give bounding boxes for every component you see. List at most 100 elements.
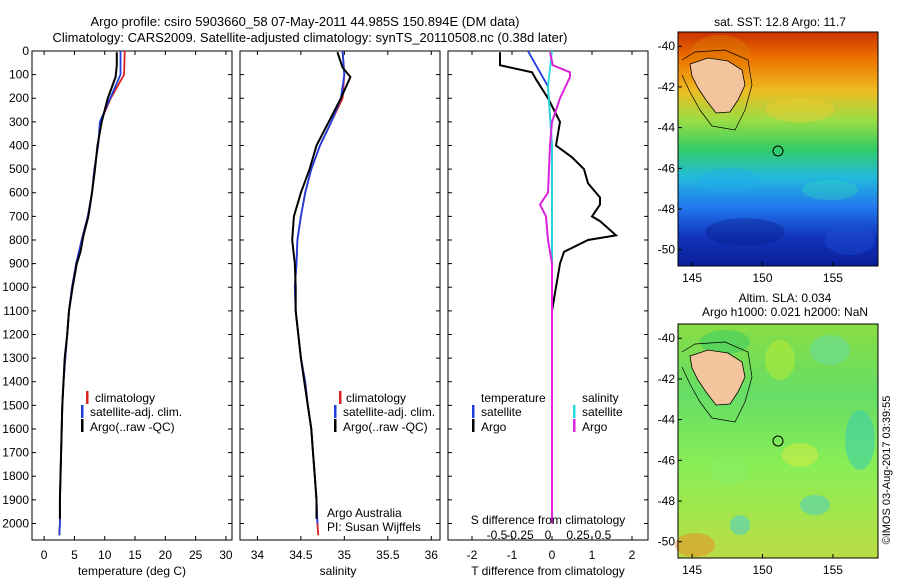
x-tick-label: 2 [629,548,636,562]
salinity-panel: 34 34.5 35 35.5 36 salinity climatology sate… [239,50,441,578]
temperature-x-axis: 0 5 10 15 20 25 30 [41,51,233,562]
map-x-tick-label: 155 [823,563,843,577]
legend-label-climatology: climatology [346,391,406,405]
header-subtitle: Climatology: CARS2009. Satellite-adjuste… [53,30,568,45]
map-x-tick-label: 150 [752,563,772,577]
y-tick-label: 800 [9,233,29,247]
difference-panel: -2 -1 0 1 2 T difference from climatology S … [447,50,649,578]
map-y-tick-label: -44 [658,413,676,427]
legend-label-argo: Argo(..raw -QC) [343,420,428,434]
difference-x-axis: -2 -1 0 1 2 [467,51,636,562]
y-tick-label: 1200 [2,327,29,341]
annotation-pi: PI: Susan Wijffels [327,520,421,534]
legend-label-s-argo: Argo [582,420,608,434]
y-tick-label: 0 [22,44,29,58]
legend-label-t-satellite: satellite [481,405,522,419]
y-tick-label: 1000 [2,280,29,294]
y-tick-label: 100 [9,68,29,82]
map-y-tick-label: -42 [658,80,676,94]
salinity-depth-ticks [240,50,440,524]
temperature-axes-frame [31,50,233,541]
legend-header-temperature: temperature [481,391,546,405]
y-tick-label: 700 [9,209,29,223]
imos-credit: ©IMOS 03-Aug-2017 03:39:55 [881,396,893,545]
difference-lines [499,51,619,524]
legend-swatch-argo [81,419,84,432]
y-tick-label: 200 [9,91,29,105]
argo-float-marker [772,145,784,157]
y-tick-label: 1300 [2,351,29,365]
argo-float-marker [772,435,784,447]
difference-depth-ticks [448,50,648,524]
salinity-lines [291,51,352,536]
legend-swatch-climatology [86,391,89,404]
difference-xlabel-top: S difference from climatology [471,513,626,527]
header-title: Argo profile: csiro 5903660_58 07-May-20… [90,14,519,29]
x-tick-label: 0 [41,548,48,562]
legend-swatch-t-satellite [472,405,475,418]
y-tick-label: 2000 [2,516,29,530]
difference-legend: temperature salinity satellite satellite… [472,391,623,434]
legend-swatch-climatology [339,391,342,404]
x-tick-label: 0 [549,548,556,562]
legend-label-argo: Argo(..raw -QC) [90,420,175,434]
legend-swatch-t-argo [472,419,475,432]
x-tick-label: 25 [189,548,203,562]
sst-map-frame [677,31,879,267]
map-x-tick-label: 145 [682,271,702,285]
x-tick-label: 10 [98,548,112,562]
top-tick-label: -0.5 [487,528,508,542]
y-tick-label: 400 [9,138,29,152]
x-tick-label: -2 [467,548,478,562]
x-tick-label: 36 [425,548,439,562]
temperature-legend: climatology satellite-adj. clim. Argo(..… [81,391,182,434]
y-tick-label: 500 [9,162,29,176]
temperature-xlabel: temperature (deg C) [78,564,186,578]
temperature-lines [58,51,126,536]
legend-label-climatology: climatology [95,391,155,405]
map-y-tick-label: -48 [658,494,676,508]
x-tick-label: 34 [251,548,265,562]
map-y-tick-label: -40 [658,331,676,345]
series-t-argo [499,52,619,524]
x-tick-label: 35.5 [376,548,400,562]
salinity-legend: climatology satellite-adj. clim. Argo(..… [334,391,435,434]
sla-map-axes: 145 150 155 -40 -42 -44 -46 -48 -50 [658,331,844,577]
x-tick-label: 5 [71,548,78,562]
sla-map-subtitle: Argo h1000: 0.021 h2000: NaN [702,305,868,319]
sst-map-panel: sat. SST: 12.8 Argo: 11.7 145 150 155 -40 -4… [658,15,879,285]
y-tick-label: 1600 [2,422,29,436]
y-tick-label: 1400 [2,375,29,389]
legend-swatch-s-satellite [573,405,576,418]
map-x-tick-label: 145 [682,563,702,577]
x-tick-label: 34.5 [289,548,313,562]
y-tick-label: 300 [9,115,29,129]
legend-label-s-satellite: satellite [582,405,623,419]
x-tick-label: 30 [219,548,233,562]
tasmania-landmass [689,57,746,114]
map-y-tick-label: -46 [658,161,676,175]
legend-label-t-argo: Argo [481,420,507,434]
y-tick-label: 900 [9,257,29,271]
y-tick-label: 1100 [3,304,29,318]
salinity-xlabel: salinity [320,564,357,578]
x-tick-label: 15 [128,548,142,562]
map-y-tick-label: -40 [658,39,676,53]
top-tick-label: 0.5 [595,528,612,542]
y-tick-label: 1900 [2,493,29,507]
sst-map-axes: 145 150 155 -40 -42 -44 -46 -48 -50 [658,39,844,285]
difference-axes-frame [447,50,649,541]
series-argo [58,52,118,519]
legend-swatch-argo [334,419,337,432]
map-y-tick-label: -44 [658,121,676,135]
series-s-argo [538,51,571,524]
y-tick-label: 1500 [2,398,29,412]
y-tick-label: 1700 [2,446,29,460]
annotation-argo-australia: Argo Australia [327,506,402,520]
depth-axis: 0 100 200 300 400 500 600 700 800 900 1000 1100 1200… [2,44,232,530]
legend-label-satellite: satellite-adj. clim. [343,405,435,419]
top-tick-labels: -0.5 -0.25 0 0.25 0.5 [487,528,612,542]
salinity-x-axis: 34 34.5 35 35.5 36 [251,51,439,562]
map-y-tick-label: -46 [658,453,676,467]
